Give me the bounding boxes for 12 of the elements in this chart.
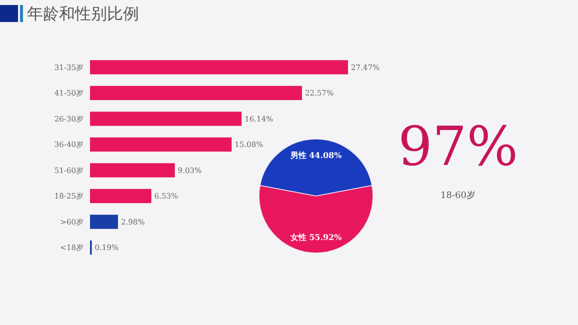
slice-label: 女性 55.92% bbox=[289, 232, 342, 242]
bar bbox=[90, 112, 242, 126]
slice-label: 男性 44.08% bbox=[289, 150, 342, 160]
bar bbox=[90, 60, 348, 74]
chart-title: 年龄和性别比例 bbox=[27, 4, 139, 23]
text: 97% bbox=[398, 115, 518, 178]
bar bbox=[90, 86, 302, 100]
bar bbox=[90, 188, 152, 204]
text: 18-60岁 bbox=[440, 190, 476, 201]
bar bbox=[90, 163, 175, 178]
bar bbox=[90, 137, 232, 152]
bar bbox=[90, 214, 118, 229]
